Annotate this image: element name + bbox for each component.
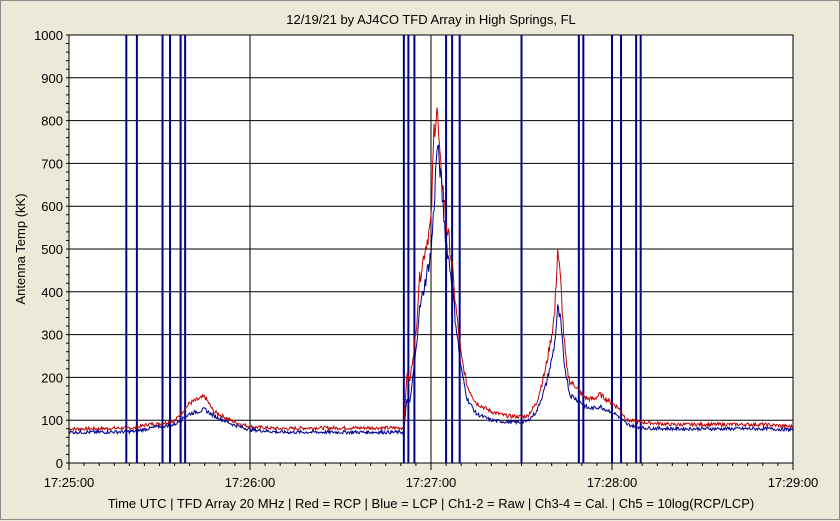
x-tick-label: 17:25:00 xyxy=(44,475,95,490)
y-tick-label: 1000 xyxy=(34,28,63,43)
y-axis-label: Antenna Temp (kK) xyxy=(13,193,28,304)
y-tick-label: 500 xyxy=(41,242,63,257)
x-tick-label: 17:27:00 xyxy=(406,475,457,490)
chart-footer: Time UTC | TFD Array 20 MHz | Red = RCP … xyxy=(108,496,755,511)
y-tick-label: 400 xyxy=(41,285,63,300)
series-lcp xyxy=(68,144,794,436)
series-rcp xyxy=(68,107,794,432)
y-axis: 0 100 200 300 400 500 600 700 800 900 1000 xyxy=(34,28,69,471)
y-tick-label: 300 xyxy=(41,328,63,343)
spike-lines xyxy=(125,35,642,463)
chart-title: 12/19/21 by AJ4CO TFD Array in High Spri… xyxy=(286,12,576,27)
x-axis: 17:25:00 17:26:00 17:27:00 17:28:00 17:29:00 xyxy=(44,463,819,490)
y-tick-label: 200 xyxy=(41,370,63,385)
y-tick-label: 600 xyxy=(41,199,63,214)
y-tick-label: 0 xyxy=(56,456,63,471)
x-tick-label: 17:28:00 xyxy=(587,475,638,490)
y-tick-label: 800 xyxy=(41,114,63,129)
series-lines xyxy=(68,107,794,436)
y-tick-label: 700 xyxy=(41,156,63,171)
x-tick-label: 17:29:00 xyxy=(768,475,819,490)
y-tick-label: 900 xyxy=(41,71,63,86)
y-tick-label: 100 xyxy=(41,413,63,428)
x-tick-label: 17:26:00 xyxy=(225,475,276,490)
